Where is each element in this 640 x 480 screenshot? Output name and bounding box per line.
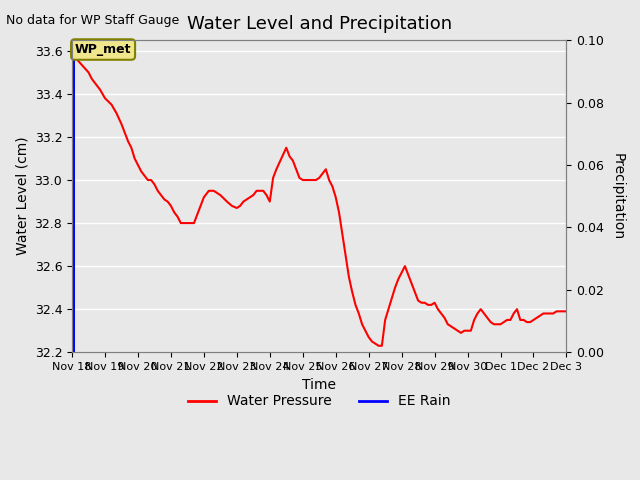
Y-axis label: Precipitation: Precipitation bbox=[611, 153, 625, 240]
Water Pressure bbox=[401, 263, 409, 269]
Text: WP_met: WP_met bbox=[75, 43, 131, 56]
X-axis label: Time: Time bbox=[302, 377, 336, 392]
Water Pressure bbox=[345, 274, 353, 280]
Water Pressure bbox=[68, 50, 76, 56]
Water Pressure bbox=[70, 50, 77, 56]
Water Pressure bbox=[71, 52, 79, 58]
Water Pressure bbox=[365, 334, 372, 340]
Water Pressure bbox=[375, 343, 383, 348]
Title: Water Level and Precipitation: Water Level and Precipitation bbox=[187, 15, 452, 33]
Y-axis label: Water Level (cm): Water Level (cm) bbox=[15, 137, 29, 255]
Legend: Water Pressure, EE Rain: Water Pressure, EE Rain bbox=[182, 389, 456, 414]
Line: Water Pressure: Water Pressure bbox=[72, 53, 566, 346]
Water Pressure bbox=[563, 309, 570, 314]
Water Pressure bbox=[556, 309, 564, 314]
Text: No data for WP Staff Gauge: No data for WP Staff Gauge bbox=[6, 14, 180, 27]
